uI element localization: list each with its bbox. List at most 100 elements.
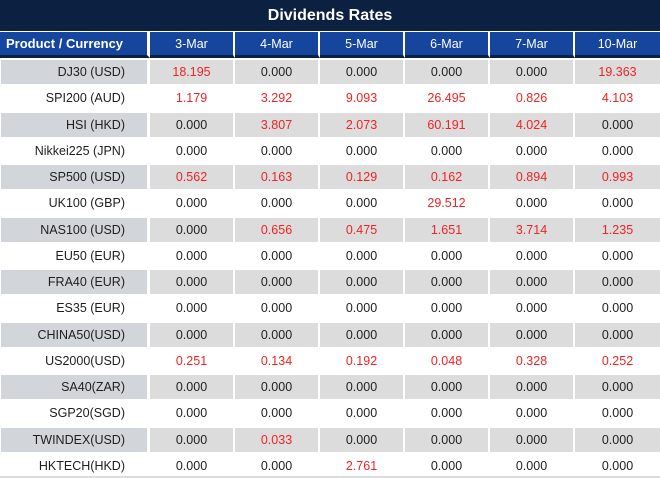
title-row: Dividends Rates — [0, 0, 660, 32]
value-cell: 29.512 — [405, 189, 490, 216]
table-row: CHINA50(USD) 0.000 0.000 0.000 0.000 0.000 0.0… — [0, 320, 660, 347]
value-cell: 0.000 — [405, 425, 490, 452]
value-cell: 18.195 — [150, 58, 235, 85]
value-cell: 0.048 — [405, 346, 490, 373]
value-cell: 1.235 — [575, 215, 660, 242]
value-cell: 0.656 — [235, 215, 320, 242]
value-cell: 0.000 — [150, 241, 235, 268]
value-cell: 0.000 — [235, 268, 320, 295]
value-cell: 0.000 — [320, 320, 405, 347]
table-row: NAS100 (USD) 0.000 0.656 0.475 1.651 3.714 1.2… — [0, 215, 660, 242]
date-header-5mar: 5-Mar — [320, 32, 405, 58]
value-cell: 0.000 — [235, 241, 320, 268]
product-cell: HSI (HKD) — [0, 110, 150, 137]
value-cell: 0.163 — [235, 163, 320, 190]
table-row: FRA40 (EUR) 0.000 0.000 0.000 0.000 0.000 0.00… — [0, 268, 660, 295]
value-cell: 0.000 — [320, 268, 405, 295]
product-cell: EU50 (EUR) — [0, 241, 150, 268]
value-cell: 1.651 — [405, 215, 490, 242]
table-row: Nikkei225 (JPN) 0.000 0.000 0.000 0.000 0.000… — [0, 136, 660, 163]
value-cell: 0.000 — [490, 294, 575, 321]
value-cell: 2.761 — [320, 451, 405, 478]
product-cell: SPI200 (AUD) — [0, 84, 150, 111]
value-cell: 0.000 — [405, 373, 490, 400]
value-cell: 0.000 — [235, 451, 320, 478]
value-cell: 0.000 — [405, 294, 490, 321]
table-row: EU50 (EUR) 0.000 0.000 0.000 0.000 0.000 0.000 — [0, 241, 660, 268]
value-cell: 0.000 — [320, 241, 405, 268]
date-header-7mar: 7-Mar — [490, 32, 575, 58]
value-cell: 3.292 — [235, 84, 320, 111]
value-cell: 0.000 — [490, 425, 575, 452]
table-row: ES35 (EUR) 0.000 0.000 0.000 0.000 0.000 0.000 — [0, 294, 660, 321]
value-cell: 1.179 — [150, 84, 235, 111]
value-cell: 0.000 — [150, 268, 235, 295]
value-cell: 0.000 — [405, 268, 490, 295]
value-cell: 0.000 — [575, 373, 660, 400]
value-cell: 0.000 — [150, 399, 235, 426]
value-cell: 4.024 — [490, 110, 575, 137]
value-cell: 0.000 — [150, 425, 235, 452]
product-cell: FRA40 (EUR) — [0, 268, 150, 295]
value-cell: 0.000 — [490, 241, 575, 268]
value-cell: 0.251 — [150, 346, 235, 373]
next-row-edge-divider — [0, 476, 660, 478]
value-cell: 0.033 — [235, 425, 320, 452]
value-cell: 0.000 — [150, 136, 235, 163]
value-cell: 0.000 — [490, 320, 575, 347]
value-cell: 0.000 — [490, 58, 575, 85]
value-cell: 0.826 — [490, 84, 575, 111]
table-title: Dividends Rates — [0, 0, 660, 32]
value-cell: 0.328 — [490, 346, 575, 373]
date-header-3mar: 3-Mar — [150, 32, 235, 58]
value-cell: 0.000 — [150, 215, 235, 242]
value-cell: 0.000 — [235, 136, 320, 163]
value-cell: 19.363 — [575, 58, 660, 85]
value-cell: 0.000 — [575, 399, 660, 426]
product-currency-header: Product / Currency — [0, 32, 150, 58]
value-cell: 0.000 — [575, 451, 660, 478]
value-cell: 0.000 — [490, 136, 575, 163]
date-header-10mar: 10-Mar — [575, 32, 660, 58]
value-cell: 0.000 — [150, 451, 235, 478]
value-cell: 0.000 — [490, 373, 575, 400]
value-cell: 0.134 — [235, 346, 320, 373]
value-cell: 0.000 — [235, 189, 320, 216]
value-cell: 0.252 — [575, 346, 660, 373]
product-cell: HKTECH(HKD) — [0, 451, 150, 478]
product-cell: SP500 (USD) — [0, 163, 150, 190]
value-cell: 0.000 — [150, 294, 235, 321]
value-cell: 0.000 — [235, 58, 320, 85]
product-cell: SA40(ZAR) — [0, 373, 150, 400]
value-cell: 26.495 — [405, 84, 490, 111]
value-cell: 0.000 — [235, 399, 320, 426]
value-cell: 0.000 — [405, 241, 490, 268]
product-cell: CHINA50(USD) — [0, 320, 150, 347]
product-cell: NAS100 (USD) — [0, 215, 150, 242]
table-row: HSI (HKD) 0.000 3.807 2.073 60.191 4.024 0.000 — [0, 110, 660, 137]
table-body: DJ30 (USD) 18.195 0.000 0.000 0.000 0.000 19.3… — [0, 58, 660, 478]
value-cell: 0.000 — [320, 373, 405, 400]
value-cell: 0.000 — [320, 189, 405, 216]
table-row: SGP20(SGD) 0.000 0.000 0.000 0.000 0.000 0.000 — [0, 399, 660, 426]
value-cell: 0.129 — [320, 163, 405, 190]
value-cell: 0.000 — [405, 58, 490, 85]
value-cell: 0.000 — [575, 425, 660, 452]
value-cell: 0.000 — [320, 399, 405, 426]
table-row: TWINDEX(USD) 0.000 0.033 0.000 0.000 0.000 0.0… — [0, 425, 660, 452]
product-cell: SGP20(SGD) — [0, 399, 150, 426]
header-row: Product / Currency 3-Mar 4-Mar 5-Mar 6-M… — [0, 32, 660, 58]
value-cell: 0.000 — [405, 320, 490, 347]
value-cell: 0.000 — [150, 373, 235, 400]
value-cell: 0.894 — [490, 163, 575, 190]
value-cell: 3.807 — [235, 110, 320, 137]
value-cell: 0.993 — [575, 163, 660, 190]
value-cell: 0.000 — [235, 373, 320, 400]
value-cell: 0.000 — [575, 189, 660, 216]
value-cell: 0.000 — [150, 110, 235, 137]
value-cell: 0.000 — [405, 136, 490, 163]
value-cell: 0.000 — [405, 451, 490, 478]
value-cell: 9.093 — [320, 84, 405, 111]
value-cell: 0.162 — [405, 163, 490, 190]
